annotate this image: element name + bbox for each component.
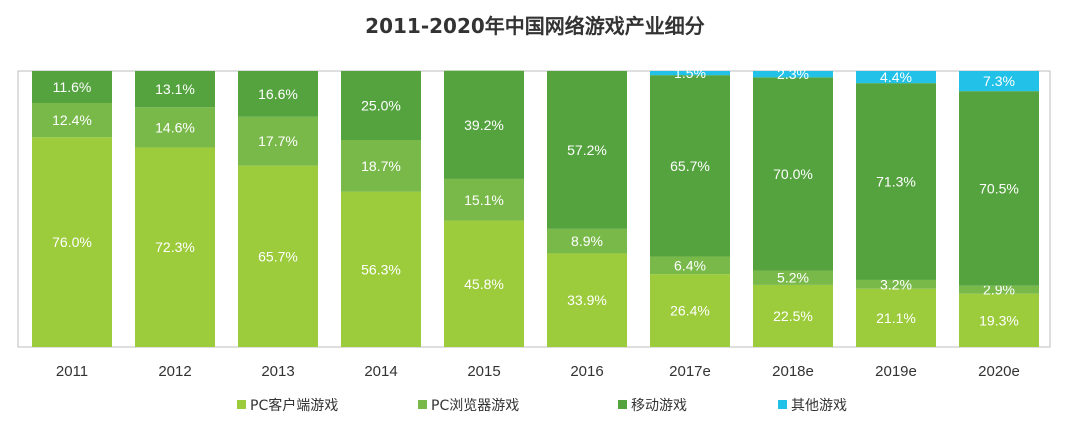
data-label-2011-s2: 11.6%	[53, 79, 92, 95]
data-label-2017e-s3: 1.5%	[674, 65, 706, 81]
bar-segment-2013-s2	[238, 71, 318, 117]
data-label-2019e-s2: 71.3%	[876, 174, 916, 190]
legend-label-0: PC客户端游戏	[250, 397, 338, 414]
data-label-2015-s1: 15.1%	[464, 192, 504, 208]
bar-segment-2016-s2	[547, 71, 627, 229]
data-label-2017e-s2: 65.7%	[670, 158, 710, 174]
x-tick-label-2014: 2014	[364, 363, 397, 380]
data-label-2017e-s1: 6.4%	[674, 257, 706, 273]
data-label-2014-s1: 18.7%	[361, 158, 401, 174]
data-label-2012-s2: 13.1%	[155, 81, 195, 97]
bar-segment-2020e-s3	[959, 71, 1039, 92]
bar-segment-2012-s2	[135, 71, 215, 108]
legend-label-1: PC浏览器游戏	[431, 398, 519, 414]
data-label-2018e-s3: 2.3%	[777, 66, 809, 82]
x-tick-label-2013: 2013	[261, 363, 294, 380]
legend-label-2: 移动游戏	[631, 398, 687, 414]
bar-segment-2019e-s1	[856, 279, 936, 289]
data-label-2018e-s1: 5.2%	[777, 270, 809, 286]
data-label-2016-s0: 33.9%	[567, 292, 607, 308]
bar-segment-2012-s1	[135, 107, 215, 148]
bar-segment-2011-s2	[32, 71, 112, 104]
bar-segment-2011-s1	[32, 103, 112, 138]
bar-segment-2013-s1	[238, 116, 318, 166]
legend-label-3: 其他游戏	[791, 398, 847, 414]
chart-title: 2011-2020年中国网络游戏产业细分	[365, 14, 705, 38]
data-label-2013-s2: 16.6%	[258, 86, 298, 102]
data-label-2016-s2: 57.2%	[567, 142, 607, 158]
data-label-2014-s2: 25.0%	[361, 98, 401, 114]
data-label-2018e-s2: 70.0%	[773, 166, 813, 182]
data-label-2019e-s3: 4.4%	[880, 69, 912, 85]
legend-swatch-1	[418, 400, 427, 409]
bar-segment-2017e-s0	[650, 274, 730, 347]
x-tick-label-2018e: 2018e	[772, 363, 814, 380]
bar-segment-2018e-s1	[753, 270, 833, 285]
data-label-2012-s0: 72.3%	[155, 239, 195, 255]
data-label-2016-s1: 8.9%	[571, 233, 603, 249]
x-tick-label-2017e: 2017e	[669, 363, 711, 380]
data-label-2020e-s2: 70.5%	[979, 180, 1019, 196]
data-label-2011-s0: 76.0%	[52, 234, 92, 250]
bar-segment-2018e-s0	[753, 284, 833, 347]
data-label-2019e-s1: 3.2%	[880, 276, 912, 292]
bar-segment-2015-s2	[444, 70, 524, 179]
data-label-2020e-s3: 7.3%	[983, 73, 1015, 89]
bar-segment-2020e-s2	[959, 91, 1039, 286]
bar-segment-2012-s0	[135, 147, 215, 347]
x-tick-label-2011: 2011	[56, 363, 88, 380]
data-label-2015-s2: 39.2%	[464, 117, 504, 133]
data-label-2019e-s0: 21.1%	[876, 310, 916, 326]
data-label-2020e-s1: 2.9%	[983, 282, 1015, 298]
legend-swatch-2	[618, 400, 627, 409]
legend-swatch-3	[778, 400, 787, 409]
bar-segment-2013-s0	[238, 165, 318, 347]
x-tick-label-2015: 2015	[467, 363, 500, 380]
bar-segment-2011-s0	[32, 137, 112, 347]
data-label-2011-s1: 12.4%	[52, 112, 92, 128]
data-label-2012-s1: 14.6%	[155, 119, 195, 135]
legend-swatch-0	[237, 400, 246, 409]
bar-segment-2014-s2	[341, 71, 421, 140]
bar-segment-2020e-s1	[959, 285, 1039, 294]
bar-segment-2014-s1	[341, 140, 421, 192]
data-label-2013-s1: 17.7%	[258, 133, 298, 149]
data-label-2017e-s0: 26.4%	[670, 303, 710, 319]
x-tick-label-2020e: 2020e	[978, 363, 1020, 380]
bar-segment-2018e-s2	[753, 77, 833, 271]
bar-segment-2015-s0	[444, 220, 524, 347]
bar-segment-2019e-s3	[856, 71, 936, 84]
bar-segment-2018e-s3	[753, 71, 833, 78]
data-label-2015-s0: 45.8%	[464, 276, 504, 292]
bar-segment-2017e-s3	[650, 71, 730, 76]
legend: PC客户端游戏 PC浏览器游戏 移动游戏 其他游戏	[237, 397, 847, 414]
data-label-2020e-s0: 19.3%	[979, 312, 1019, 328]
bar-segment-2020e-s0	[959, 293, 1039, 347]
bar-segment-2016-s1	[547, 228, 627, 254]
data-label-2014-s0: 56.3%	[361, 261, 401, 277]
bar-segment-2019e-s2	[856, 83, 936, 280]
bar-segment-2017e-s1	[650, 256, 730, 275]
bar-segment-2014-s0	[341, 191, 421, 347]
bar-segment-2016-s0	[547, 253, 627, 347]
data-label-2018e-s0: 22.5%	[773, 308, 813, 324]
data-label-2013-s0: 65.7%	[258, 248, 298, 264]
x-tick-label-2016: 2016	[570, 363, 603, 380]
x-tick-label-2012: 2012	[158, 363, 191, 380]
bar-segment-2015-s1	[444, 178, 524, 221]
bar-segment-2019e-s0	[856, 288, 936, 347]
x-axis-ticks: 2011 2012 2013 2014 2015 2016 2017e 2018e 2019e 2…	[56, 363, 1020, 380]
x-tick-label-2019e: 2019e	[875, 363, 917, 380]
bars-layer: 76.0% 12.4% 11.6% 72.3% 14.6% 13.1% 65.7% 17.7%…	[32, 65, 1039, 347]
bar-segment-2017e-s2	[650, 75, 730, 257]
plot-frame	[17, 70, 1051, 348]
